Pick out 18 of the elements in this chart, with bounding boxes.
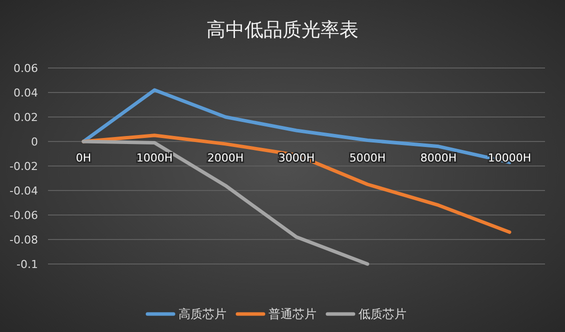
y-tick-label: -0.04 xyxy=(10,184,38,198)
y-tick-label: 0.02 xyxy=(14,110,38,124)
x-tick-label: 8000H xyxy=(420,152,457,164)
x-tick-label: 0H xyxy=(76,152,92,164)
x-tick-label: 5000H xyxy=(349,152,386,164)
x-tick-label: 1000H xyxy=(136,152,173,164)
legend-label: 普通芯片 xyxy=(268,307,316,322)
y-tick-label: -0.1 xyxy=(16,258,38,271)
y-tick-label: -0.02 xyxy=(10,160,38,173)
y-tick-label: -0.08 xyxy=(10,233,38,246)
y-tick-label: 0.04 xyxy=(14,86,38,100)
x-tick-label: 2000H xyxy=(207,152,244,164)
legend-label: 低质芯片 xyxy=(358,307,406,322)
chart-title: 高中低品质光率表 xyxy=(206,19,358,41)
y-tick-label: -0.06 xyxy=(10,208,38,222)
y-tick-label: 0 xyxy=(31,135,38,148)
legend-label: 高质芯片 xyxy=(178,307,226,322)
y-tick-label: 0.06 xyxy=(14,62,38,75)
